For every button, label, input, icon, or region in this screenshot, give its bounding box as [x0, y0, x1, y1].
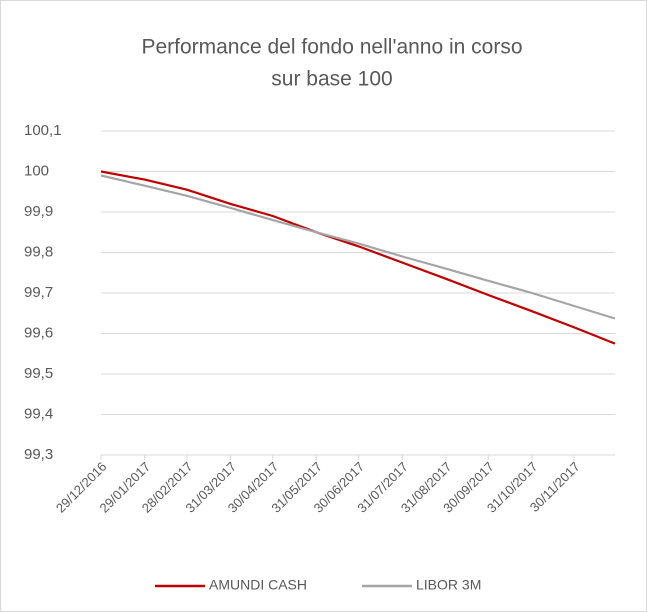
series-line: [100, 170, 616, 345]
y-tick-label: 99,6: [24, 324, 53, 341]
y-tick-label: 99,4: [24, 405, 53, 422]
y-tick-label: 99,9: [24, 203, 53, 220]
chart-subtitle: sur base 100: [271, 68, 392, 91]
legend-label: AMUNDI CASH: [209, 577, 307, 593]
y-tick-label: 99,3: [24, 446, 53, 463]
y-tick-label: 99,8: [24, 243, 53, 260]
series-line: [100, 174, 616, 320]
y-tick-label: 99,7: [24, 284, 53, 301]
y-tick-label: 100: [24, 162, 49, 179]
chart-title: Performance del fondo nell'anno in corso: [141, 36, 522, 59]
y-tick-label: 100,1: [24, 122, 62, 139]
y-tick-label: 99,5: [24, 365, 53, 382]
legend-label: LIBOR 3M: [416, 577, 481, 593]
